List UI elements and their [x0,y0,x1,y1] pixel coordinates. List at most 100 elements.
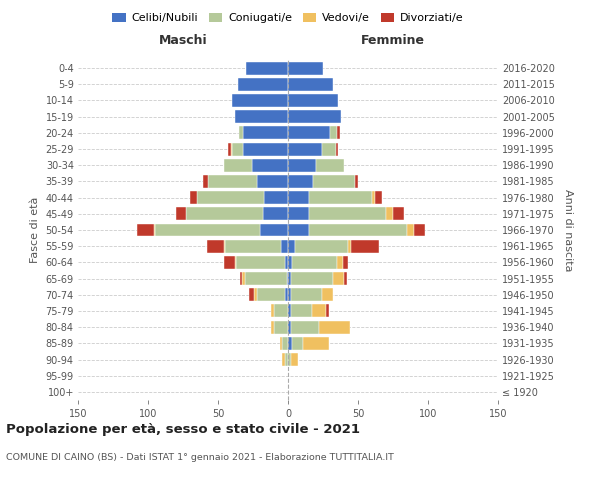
Bar [407,224,414,236]
Bar [414,224,425,236]
Bar [186,208,263,220]
Bar [241,272,242,285]
Bar [337,256,343,269]
Bar [375,191,382,204]
Bar [287,272,288,285]
Bar [274,304,288,318]
Bar [288,320,291,334]
Bar [316,159,344,172]
Bar [243,142,288,156]
Bar [235,110,288,123]
Bar [288,94,338,107]
Bar [288,142,322,156]
Bar [292,256,337,269]
Bar [154,224,155,236]
Bar [288,175,313,188]
Bar [288,288,291,301]
Bar [263,208,288,220]
Bar [264,191,288,204]
Bar [288,353,291,366]
Bar [207,240,224,252]
Bar [312,304,326,318]
Bar [257,175,288,188]
Bar [288,159,316,172]
Bar [291,272,333,285]
Bar [291,304,312,318]
Bar [309,191,372,204]
Text: Femmine: Femmine [361,34,425,47]
Bar [288,224,309,236]
Bar [224,240,225,252]
Bar [291,320,319,334]
Bar [283,337,288,350]
Bar [239,126,243,140]
Bar [285,353,288,366]
Y-axis label: Fasce di età: Fasce di età [30,197,40,263]
Bar [288,240,295,252]
Bar [348,240,351,252]
Bar [322,142,335,156]
Bar [224,256,235,269]
Bar [271,320,274,334]
Bar [246,62,288,74]
Bar [333,272,344,285]
Bar [281,240,288,252]
Bar [285,288,288,301]
Bar [372,191,375,204]
Bar [288,126,330,140]
Bar [288,110,341,123]
Bar [288,304,291,318]
Bar [295,240,348,252]
Text: COMUNE DI CAINO (BS) - Dati ISTAT 1° gennaio 2021 - Elaborazione TUTTITALIA.IT: COMUNE DI CAINO (BS) - Dati ISTAT 1° gen… [6,452,394,462]
Bar [393,208,404,220]
Bar [337,126,340,140]
Bar [243,126,288,140]
Bar [288,62,323,74]
Bar [319,320,350,334]
Text: Maschi: Maschi [158,34,208,47]
Bar [309,208,386,220]
Bar [238,78,288,91]
Bar [137,224,154,236]
Bar [386,208,393,220]
Y-axis label: Anni di nascita: Anni di nascita [563,188,574,271]
Bar [203,175,208,188]
Bar [242,272,245,285]
Bar [254,288,257,301]
Bar [288,191,309,204]
Bar [155,224,260,236]
Bar [291,353,298,366]
Bar [274,320,288,334]
Bar [288,256,292,269]
Bar [176,208,186,220]
Bar [236,256,285,269]
Bar [292,337,304,350]
Bar [280,337,283,350]
Bar [245,272,287,285]
Bar [190,191,197,204]
Bar [304,337,329,350]
Bar [197,191,264,204]
Bar [257,288,285,301]
Bar [344,272,347,285]
Bar [288,78,333,91]
Legend: Celibi/Nubili, Coniugati/e, Vedovi/e, Divorziati/e: Celibi/Nubili, Coniugati/e, Vedovi/e, Di… [108,8,468,28]
Bar [283,353,285,366]
Bar [351,240,379,252]
Bar [251,159,288,172]
Text: Popolazione per età, sesso e stato civile - 2021: Popolazione per età, sesso e stato civil… [6,422,360,436]
Bar [228,142,230,156]
Bar [235,256,236,269]
Bar [208,175,257,188]
Bar [330,126,337,140]
Bar [313,175,355,188]
Bar [288,272,291,285]
Bar [232,142,243,156]
Bar [225,240,281,252]
Bar [232,94,288,107]
Bar [326,304,329,318]
Bar [343,256,348,269]
Bar [224,159,251,172]
Bar [355,175,358,188]
Bar [271,304,274,318]
